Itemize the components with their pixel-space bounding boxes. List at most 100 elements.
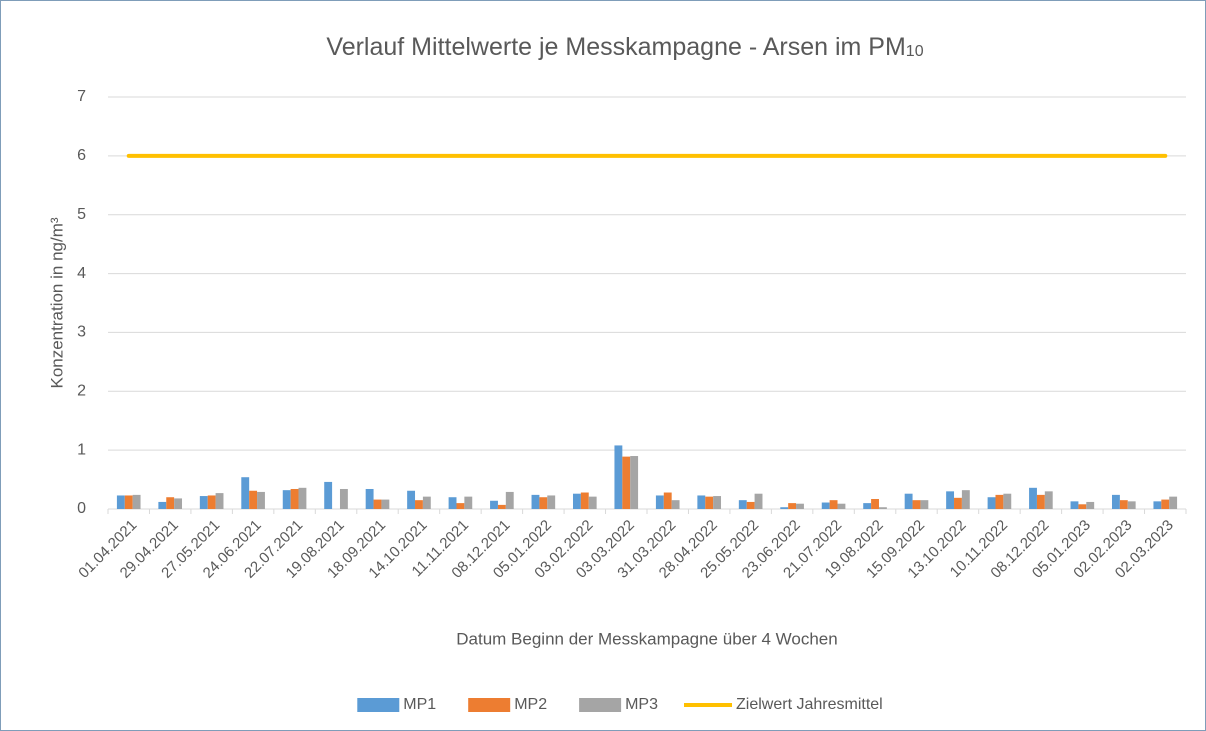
bar — [1161, 499, 1170, 509]
bar — [207, 495, 216, 509]
bar — [415, 500, 423, 509]
bar — [505, 491, 514, 509]
y-tick-label: 6 — [77, 147, 86, 164]
bar — [614, 445, 623, 509]
bar — [249, 490, 258, 509]
bar — [1070, 501, 1079, 509]
bar — [946, 491, 955, 509]
bar — [1036, 494, 1045, 509]
bar — [124, 495, 133, 509]
bar — [655, 495, 664, 509]
bar — [995, 494, 1004, 509]
bar — [754, 493, 763, 509]
legend-swatch — [357, 698, 400, 712]
bar — [738, 500, 747, 509]
bar — [339, 488, 348, 509]
legend-label: Zielwert Jahresmittel — [736, 696, 883, 713]
bar — [705, 496, 714, 509]
bar — [407, 490, 416, 509]
bar — [373, 499, 382, 509]
bar — [448, 497, 457, 509]
bar — [257, 491, 265, 509]
bar — [1003, 493, 1012, 509]
legend-label: MP1 — [403, 696, 436, 713]
bar — [572, 493, 581, 509]
bar — [324, 481, 333, 509]
bar — [588, 496, 597, 509]
bar — [863, 503, 872, 509]
bar — [713, 496, 722, 509]
bar — [290, 488, 299, 509]
bar — [878, 507, 887, 509]
bar — [663, 492, 672, 509]
bar — [1169, 496, 1178, 509]
y-tick-label: 4 — [77, 265, 86, 282]
bar — [531, 494, 540, 509]
bar — [199, 496, 208, 509]
bar — [1029, 487, 1037, 509]
bar — [788, 503, 797, 509]
bar — [837, 503, 846, 509]
bar — [780, 507, 789, 509]
bar — [961, 490, 970, 509]
bar — [1044, 491, 1053, 509]
bar — [456, 503, 465, 509]
y-tick-label: 2 — [77, 383, 86, 400]
y-tick-label: 5 — [77, 206, 86, 223]
legend: MP1 MP2 MP3 Zielwert Jahresmittel — [357, 696, 883, 713]
bar — [422, 496, 431, 509]
bar — [547, 495, 556, 509]
bar — [912, 500, 921, 509]
bar — [1127, 501, 1136, 509]
bar — [381, 499, 390, 509]
bar — [829, 500, 838, 509]
legend-label: MP2 — [514, 696, 547, 713]
bar — [697, 495, 706, 509]
title-text: Verlauf Mittelwerte je Messkampagne - Ar… — [326, 33, 905, 61]
bar — [132, 494, 141, 509]
bar — [497, 504, 506, 509]
bar — [580, 492, 589, 509]
bar — [365, 488, 374, 509]
bar — [1119, 500, 1128, 509]
bar — [630, 456, 639, 509]
y-axis-label: Konzentration in ng/m³ — [47, 217, 66, 388]
bar — [746, 501, 755, 509]
bar — [987, 497, 996, 509]
bar — [821, 502, 830, 509]
x-axis-label: Datum Beginn der Messkampagne über 4 Woc… — [456, 629, 837, 648]
bar — [166, 497, 175, 509]
y-tick-label: 1 — [77, 441, 86, 458]
bar — [622, 456, 631, 509]
bar — [174, 498, 183, 509]
bar — [920, 500, 929, 509]
bar — [241, 477, 250, 509]
y-tick-label: 3 — [77, 324, 86, 341]
bar — [464, 496, 473, 509]
y-tick-label: 0 — [77, 500, 86, 517]
legend-swatch — [468, 698, 511, 712]
bar — [158, 501, 167, 509]
bar — [298, 487, 307, 509]
legend-swatch — [579, 698, 622, 712]
bar — [671, 500, 680, 509]
bar — [871, 498, 879, 509]
bar — [490, 500, 498, 509]
bar — [1153, 501, 1162, 509]
bar — [539, 497, 548, 509]
bar — [796, 503, 804, 509]
title-subscript: 10 — [906, 43, 924, 60]
bar — [116, 495, 125, 509]
legend-label: MP3 — [625, 696, 658, 713]
bar — [1111, 494, 1120, 509]
bar — [904, 493, 913, 509]
bar — [954, 497, 962, 509]
y-tick-label: 7 — [77, 88, 86, 105]
bar — [215, 493, 224, 509]
bar — [1086, 501, 1095, 509]
bar — [282, 490, 291, 509]
bar — [1078, 504, 1087, 509]
chart-title: Verlauf Mittelwerte je Messkampagne - Ar… — [326, 33, 923, 61]
